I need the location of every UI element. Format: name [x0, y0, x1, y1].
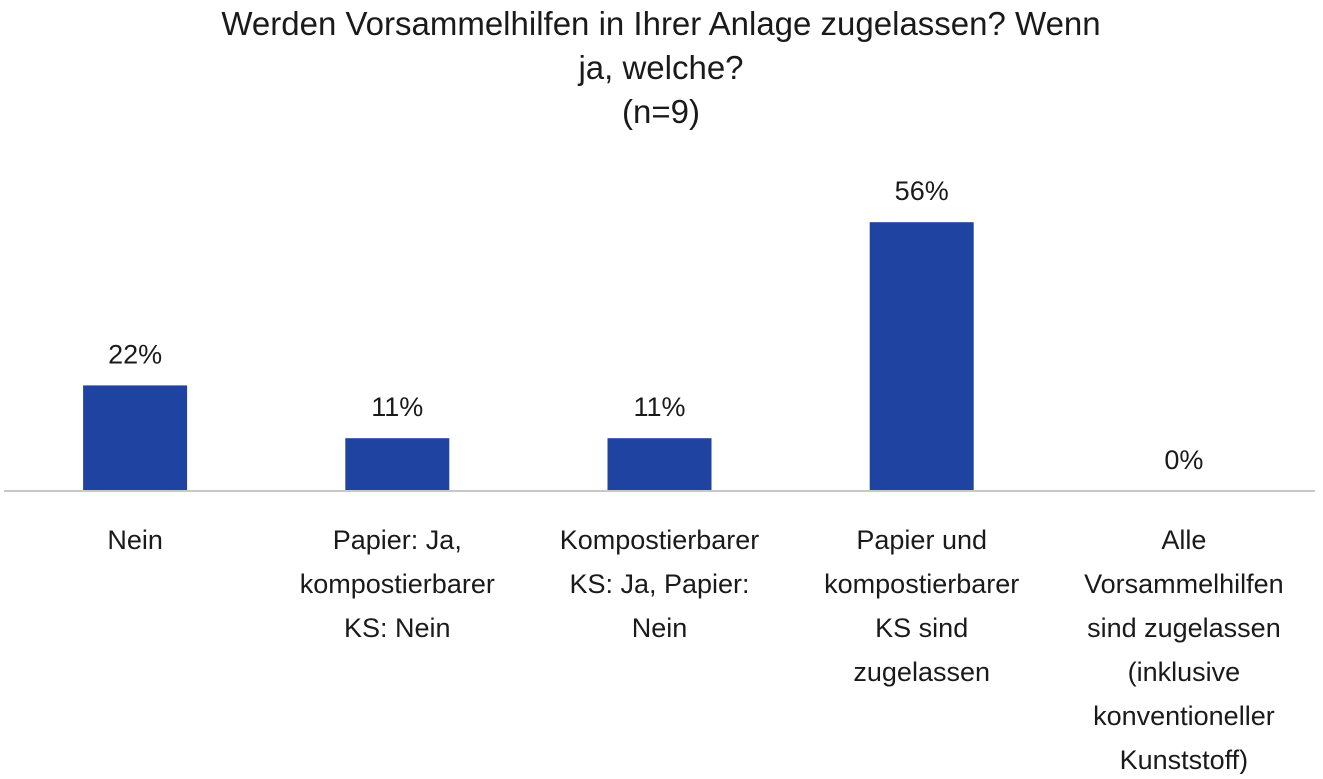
bar-4 [869, 222, 974, 491]
category-label-5-line-6: Kunststoff) [1120, 745, 1249, 774]
category-label-2-line-3: KS: Nein [344, 613, 451, 643]
category-label-5-line-5: konventioneller [1093, 701, 1275, 731]
bar-1 [83, 385, 188, 491]
chart-title-line-3: (n=9) [622, 93, 700, 130]
data-labels: 22% 11% 11% 56% 0% [108, 176, 1203, 475]
category-label-2-line-1: Papier: Ja, [333, 525, 462, 555]
bar-3 [607, 438, 712, 491]
category-label-5-line-3: sind zugelassen [1087, 613, 1281, 643]
category-label-4-line-1: Papier und [856, 525, 987, 555]
category-label-5-line-4: (inklusive [1128, 657, 1241, 687]
category-label-1: Nein [107, 525, 163, 555]
bar-2 [345, 438, 450, 491]
category-label-2-line-2: kompostierbarer [300, 569, 495, 599]
category-label-3-line-3: Nein [632, 613, 688, 643]
category-label-4: Papier und kompostierbarer KS sind zugelass… [824, 525, 1019, 687]
data-label-2: 11% [371, 392, 423, 422]
category-label-2: Papier: Ja, kompostierbarer KS: Nein [300, 525, 495, 643]
category-labels: Nein Papier: Ja, kompostierbarer KS: Nein Ko… [107, 525, 1284, 775]
chart-title-line-2: ja, welche? [577, 49, 743, 86]
category-label-5: Alle Vorsammelhilfen sind zugelassen (inklu… [1084, 525, 1284, 774]
bars [83, 222, 974, 491]
data-label-4: 56% [895, 176, 949, 206]
data-label-5: 0% [1164, 445, 1203, 475]
category-label-3: Kompostierbarer KS: Ja, Papier: Nein [560, 525, 760, 643]
data-label-3: 11% [633, 392, 685, 422]
chart-title: Werden Vorsammelhilfen in Ihrer Anlage z… [221, 5, 1100, 130]
category-label-4-line-2: kompostierbarer [824, 569, 1019, 599]
category-label-4-line-3: KS sind [875, 613, 968, 643]
category-label-5-line-2: Vorsammelhilfen [1084, 569, 1284, 599]
category-label-5-line-1: Alle [1161, 525, 1206, 555]
data-label-1: 22% [108, 339, 162, 369]
chart-title-line-1: Werden Vorsammelhilfen in Ihrer Anlage z… [221, 5, 1100, 42]
category-label-1-line-1: Nein [107, 525, 163, 555]
category-label-4-line-4: zugelassen [853, 657, 990, 687]
category-label-3-line-2: KS: Ja, Papier: [569, 569, 749, 599]
category-label-3-line-1: Kompostierbarer [560, 525, 760, 555]
